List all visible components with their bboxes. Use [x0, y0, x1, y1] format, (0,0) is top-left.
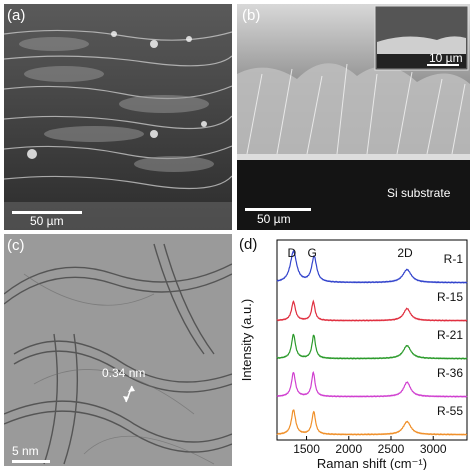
panel-a-texture	[4, 4, 232, 230]
panel-a-scale-bar	[12, 211, 82, 214]
peak-label-d: D	[288, 246, 297, 260]
panel-b-scale-text: 50 µm	[257, 212, 291, 226]
panel-c-scale-text: 5 nm	[12, 444, 39, 458]
series-label-r-55: R-55	[437, 404, 463, 418]
panel-c-texture	[4, 234, 232, 466]
x-axis-label: Raman shift (cm⁻¹)	[317, 456, 427, 470]
panel-d-label: (d)	[239, 236, 258, 253]
series-line-r-15	[276, 299, 468, 322]
x-tick-label-3000: 3000	[420, 442, 447, 456]
series-line-r-1	[276, 249, 468, 284]
plot-frame	[276, 239, 468, 441]
series-line-r-36	[276, 371, 468, 398]
series-label-r-15: R-15	[437, 290, 463, 304]
x-tick-label-1500: 1500	[293, 442, 320, 456]
panel-c-label: (c)	[7, 237, 25, 254]
panel-b-label: (b)	[242, 7, 261, 24]
panel-b-substrate-label: Si substrate	[387, 186, 451, 200]
panel-a-label: (a)	[7, 7, 26, 24]
panel-c-lattice-annotation: 0.34 nm	[102, 366, 146, 380]
series-line-r-21	[276, 333, 468, 360]
series-label-r-21: R-21	[437, 328, 463, 342]
panel-b-inset-scale-bar	[427, 64, 459, 66]
raman-plot: R-1 R-15 R-21 R-36 R-55 D G 2D 1500 2000 2500 3000R…	[239, 239, 468, 470]
panel-b-sem-image: (b) 10 µm Si substrate 50 µm	[237, 4, 470, 230]
x-tick-label-2500: 2500	[378, 442, 405, 456]
panel-b-texture	[237, 4, 470, 230]
x-tick-label-2000: 2000	[335, 442, 362, 456]
series-line-r-55	[276, 409, 468, 436]
peak-label-2d: 2D	[397, 246, 413, 260]
panel-a-scale-text: 50 µm	[30, 214, 64, 228]
panel-c-tem-image: (c) 0.34 nm 5 nm	[4, 234, 232, 466]
series-label-r-1: R-1	[444, 252, 464, 266]
series-label-r-36: R-36	[437, 366, 463, 380]
panel-b-scale-bar	[245, 208, 311, 211]
panel-d-raman-chart: (d) R-1 R-15 R-21 R-36 R-55 D G 2D 1500 2000 2500 3…	[237, 234, 474, 470]
panel-b-inset-scale-text: 10 µm	[429, 51, 463, 65]
panel-c-scale-bar	[12, 460, 50, 463]
y-axis-label: Intensity (a.u.)	[239, 299, 254, 381]
peak-label-g: G	[307, 246, 316, 260]
panel-a-sem-image: (a) 50 µm	[4, 4, 232, 230]
